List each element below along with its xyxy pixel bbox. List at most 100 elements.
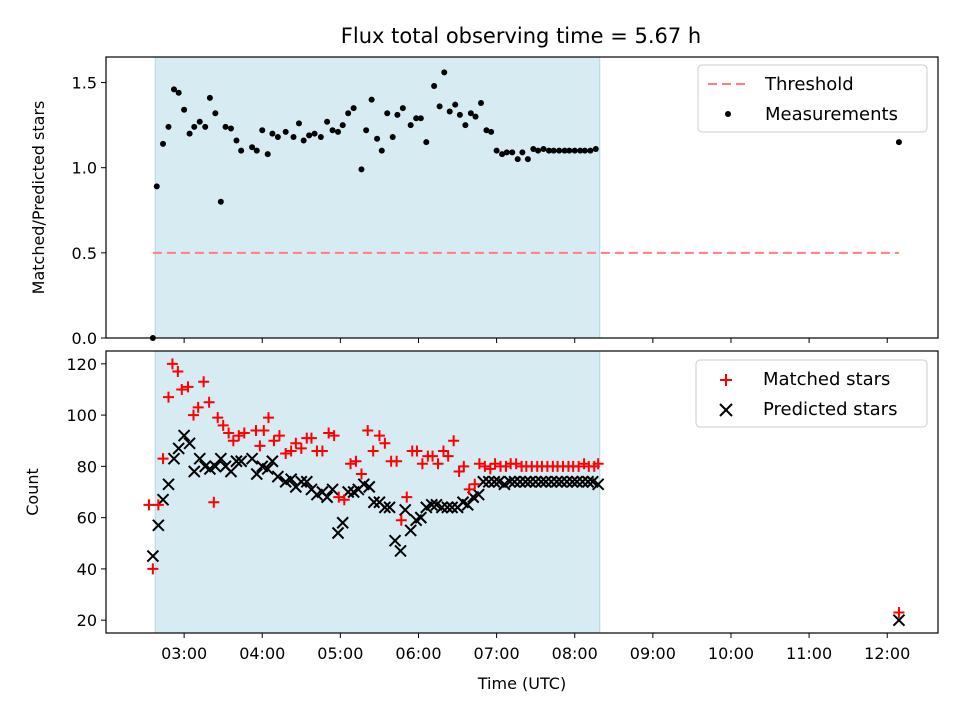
measurement-point [509, 149, 516, 156]
measurement-point [436, 103, 443, 110]
predicted-star-point [477, 475, 490, 488]
predicted-star-point [214, 452, 228, 465]
x-tick-label: 12:00 [864, 644, 910, 663]
matched-star-point [203, 396, 215, 408]
legend-matched-swatch [720, 374, 732, 386]
matched-star-point [254, 440, 266, 452]
legend-predicted-label: Predicted stars [763, 399, 897, 420]
measurement-point [407, 122, 414, 129]
predicted-star-point [513, 475, 527, 488]
matched-star-point [176, 383, 188, 395]
measurement-point [165, 123, 172, 130]
x-tick-label: 11:00 [786, 644, 832, 663]
matched-star-point [233, 430, 245, 442]
predicted-star-point [591, 478, 605, 491]
matched-star-point [893, 606, 905, 618]
measurement-point [175, 89, 182, 96]
matched-star-point [182, 381, 194, 393]
predicted-star-point [336, 516, 349, 529]
matched-star-point [350, 455, 362, 467]
predicted-star-point [508, 475, 521, 488]
matched-star-point [448, 435, 460, 447]
predicted-star-point [545, 475, 558, 488]
predicted-star-point [378, 501, 392, 514]
matched-star-point [157, 453, 169, 465]
measurement-point [530, 145, 537, 152]
x-tick-label: 04:00 [239, 644, 285, 663]
matched-star-point [379, 437, 391, 449]
matched-star-point [152, 499, 164, 511]
matched-star-point [432, 458, 444, 470]
shaded-span [154, 56, 601, 339]
predicted-star-point [167, 452, 181, 465]
matched-star-point [295, 442, 307, 454]
measurement-point [202, 123, 209, 130]
matched-star-point [573, 460, 585, 472]
y-axis-label: Count [23, 468, 42, 516]
chart-title: Flux total observing time = 5.67 h [341, 24, 701, 48]
predicted-star-point [519, 475, 532, 488]
measurement-point [345, 110, 352, 117]
matched-star-point [262, 412, 274, 424]
measurement-point [535, 147, 542, 154]
measurement-point [264, 151, 271, 158]
matched-star-point [395, 514, 407, 526]
predicted-star-point [367, 496, 381, 509]
matched-star-point [391, 455, 403, 467]
predicted-star-point [482, 475, 496, 488]
measurement-point [399, 105, 406, 112]
measurement-point [317, 134, 324, 141]
matched-star-point [355, 468, 367, 480]
predicted-star-point [156, 493, 170, 506]
predicted-star-point [404, 524, 417, 537]
measurement-point [233, 137, 240, 144]
measurement-point [160, 140, 167, 147]
predicted-star-point [550, 475, 563, 488]
measurement-point [431, 82, 438, 89]
measurement-point [259, 127, 266, 134]
matched-star-point [333, 491, 345, 503]
measurement-point [306, 132, 313, 139]
measurement-point [363, 127, 370, 134]
predicted-star-point [534, 475, 548, 488]
measurement-point [417, 115, 424, 122]
measurement-point [566, 147, 573, 154]
measurement-point [358, 166, 365, 173]
matched-star-point [416, 458, 428, 470]
matched-star-point [437, 445, 449, 457]
y-tick-label: 1.0 [72, 159, 97, 178]
matched-star-point [268, 435, 280, 447]
predicted-star-point [388, 534, 402, 547]
predicted-star-point [383, 501, 396, 514]
matched-star-point [463, 483, 475, 495]
measurement-point [196, 118, 203, 125]
predicted-star-point [295, 475, 308, 488]
y-tick-label: 60 [77, 509, 97, 528]
matched-star-point [212, 412, 224, 424]
x-axis-label: Time (UTC) [477, 674, 566, 693]
predicted-star-point [261, 462, 274, 476]
measurement-point [477, 99, 484, 106]
predicted-star-point [523, 475, 537, 488]
matched-star-point [500, 460, 512, 472]
matched-star-point [489, 458, 501, 470]
matched-star-point [510, 458, 522, 470]
matched-star-point [172, 366, 184, 378]
measurement-point [524, 156, 531, 163]
legend-predicted-swatch [719, 403, 733, 417]
measurement-point [456, 111, 463, 118]
matched-star-point [192, 401, 204, 413]
measurement-point [384, 110, 391, 117]
y-axis-label: Matched/Predicted stars [29, 101, 48, 295]
predicted-star-point [326, 483, 339, 496]
y-tick-label: 1.5 [72, 74, 97, 93]
matched-star-point [362, 424, 374, 436]
x-tick-label: 08:00 [552, 644, 598, 663]
y-tick-label: 80 [77, 457, 97, 476]
matched-star-point [162, 391, 174, 403]
predicted-star-point [363, 480, 376, 494]
predicted-star-point [183, 437, 196, 450]
predicted-star-point [425, 498, 438, 512]
matched-star-point [442, 450, 454, 462]
measurement-point [389, 134, 396, 141]
